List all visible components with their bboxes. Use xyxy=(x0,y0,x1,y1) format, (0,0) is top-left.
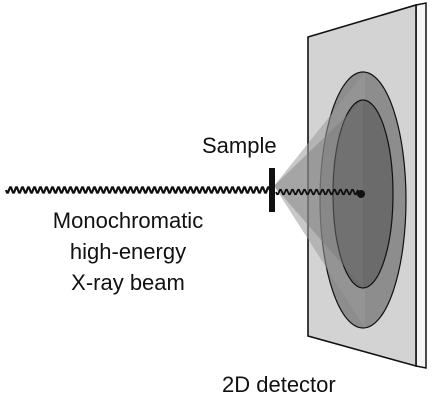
sample-label: Sample xyxy=(202,133,277,158)
incident-xray-beam xyxy=(4,186,272,194)
beam-label-line3: X-ray beam xyxy=(71,270,185,295)
beam-spot xyxy=(357,190,365,198)
beam-label-line1: Monochromatic xyxy=(53,208,203,233)
detector-edge xyxy=(415,2,427,369)
beam-label-line2: high-energy xyxy=(70,239,186,264)
transmitted-xray-beam xyxy=(275,188,359,196)
detector-label: 2D detector xyxy=(222,372,336,397)
sample-bar xyxy=(269,168,275,212)
